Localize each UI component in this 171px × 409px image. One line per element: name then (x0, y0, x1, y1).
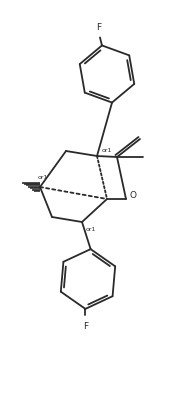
Text: F: F (96, 23, 102, 32)
Text: or1: or1 (38, 175, 48, 180)
Text: or1: or1 (86, 227, 96, 232)
Text: or1: or1 (102, 148, 112, 153)
Text: O: O (129, 191, 136, 200)
Text: F: F (83, 322, 88, 331)
